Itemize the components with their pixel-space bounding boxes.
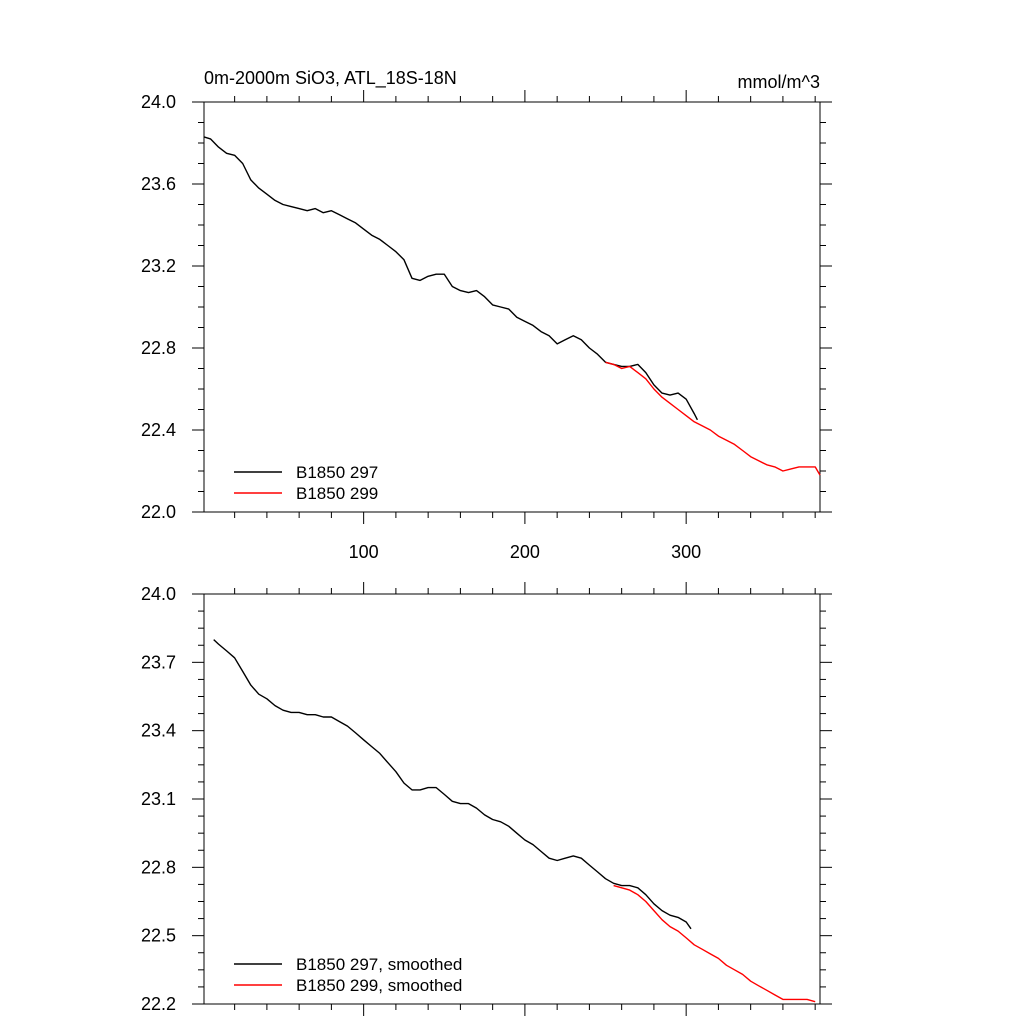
y-tick-label: 22.5 bbox=[141, 926, 176, 946]
series-line-2 bbox=[613, 884, 816, 1003]
smoothed-panel: 22.2 22.5 22.8 23.1 23.4 23.7 24.0 B1850 297, … bbox=[141, 582, 832, 1016]
series-line-1 bbox=[213, 639, 692, 930]
x-tick-label: 300 bbox=[671, 542, 701, 562]
series-line-2 bbox=[605, 361, 821, 476]
smoothed-axis-ticks: 22.2 22.5 22.8 23.1 23.4 23.7 24.0 bbox=[141, 582, 832, 1016]
y-tick-label: 22.2 bbox=[141, 994, 176, 1014]
y-tick-label: 23.6 bbox=[141, 174, 176, 194]
legend-label-1: B1850 297 bbox=[296, 463, 378, 482]
y-tick-label: 22.8 bbox=[141, 857, 176, 877]
x-tick-label: 100 bbox=[349, 542, 379, 562]
units-label: mmol/m^3 bbox=[738, 72, 820, 92]
smoothed-legend: B1850 297, smoothed B1850 299, smoothed bbox=[234, 955, 462, 995]
x-tick-label: 200 bbox=[510, 542, 540, 562]
y-tick-label: 24.0 bbox=[141, 584, 176, 604]
raw-axis-ticks: 100 200 300 22.0 22.4 22.8 23.2 23.6 24.0 bbox=[141, 90, 832, 562]
y-tick-label: 22.8 bbox=[141, 338, 176, 358]
y-tick-label: 23.2 bbox=[141, 256, 176, 276]
y-tick-label: 23.7 bbox=[141, 652, 176, 672]
y-tick-label: 23.1 bbox=[141, 789, 176, 809]
raw-panel: 100 200 300 22.0 22.4 22.8 23.2 23.6 24.0 B1850 … bbox=[141, 90, 832, 562]
chart-title: 0m-2000m SiO3, ATL_18S-18N bbox=[204, 68, 457, 89]
legend-label-2: B1850 299, smoothed bbox=[296, 976, 462, 995]
legend-label-2: B1850 299 bbox=[296, 484, 378, 503]
series-line-1 bbox=[203, 136, 699, 421]
smoothed-series-lines bbox=[213, 639, 816, 1003]
y-tick-label: 22.4 bbox=[141, 420, 176, 440]
y-tick-label: 23.4 bbox=[141, 721, 176, 741]
legend-label-1: B1850 297, smoothed bbox=[296, 955, 462, 974]
y-tick-label: 22.0 bbox=[141, 502, 176, 522]
raw-series-lines bbox=[203, 136, 821, 476]
raw-legend: B1850 297 B1850 299 bbox=[234, 463, 378, 503]
y-tick-label: 24.0 bbox=[141, 92, 176, 112]
smoothed-plot-frame bbox=[203, 593, 821, 1005]
raw-plot-frame bbox=[203, 101, 821, 513]
